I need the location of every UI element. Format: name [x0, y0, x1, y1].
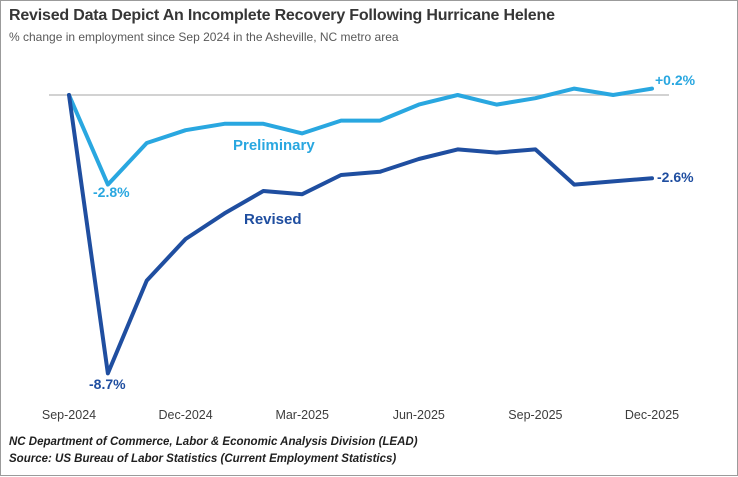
x-axis: Sep-2024 Dec-2024 Mar-2025 Jun-2025 Sep-2025… — [1, 408, 738, 424]
x-tick-label: Jun-2025 — [392, 408, 445, 422]
footer: NC Department of Commerce, Labor & Econo… — [9, 434, 418, 467]
chart-subtitle: % change in employment since Sep 2024 in… — [9, 30, 399, 44]
series-label-revised: Revised — [244, 211, 302, 228]
preliminary-min-value: -2.8% — [93, 184, 130, 200]
page-title: Revised Data Depict An Incomplete Recove… — [9, 7, 555, 24]
x-tick-label: Sep-2025 — [508, 408, 563, 422]
x-tick-label: Dec-2024 — [158, 408, 213, 422]
x-tick-label: Dec-2025 — [624, 408, 680, 422]
x-tick-label: Sep-2024 — [41, 408, 97, 422]
series-line-preliminary — [67, 86, 654, 187]
series-line-revised — [67, 93, 654, 376]
revised-end-value: -2.6% — [657, 169, 694, 185]
revised-min-value: -8.7% — [89, 376, 126, 392]
preliminary-end-value: +0.2% — [655, 72, 696, 88]
series-label-preliminary: Preliminary — [233, 137, 315, 154]
x-tick-label: Mar-2025 — [275, 408, 329, 422]
footer-attribution: NC Department of Commerce, Labor & Econo… — [9, 436, 418, 448]
footer-source: Source: US Bureau of Labor Statistics (C… — [9, 452, 397, 465]
